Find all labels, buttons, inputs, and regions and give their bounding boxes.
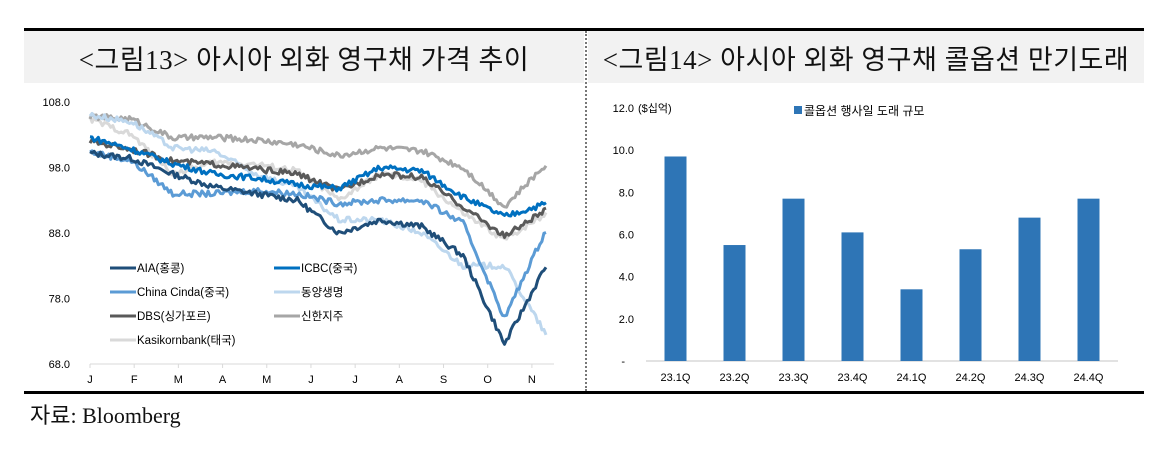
y-tick-label: 8.0 bbox=[619, 187, 634, 199]
series-line bbox=[89, 149, 548, 346]
bar bbox=[841, 232, 864, 361]
bottom-rule bbox=[24, 391, 1144, 394]
bar bbox=[1077, 198, 1100, 361]
panel-divider bbox=[585, 31, 587, 391]
legend-swatch bbox=[794, 106, 802, 114]
y-tick-label: 4.0 bbox=[619, 272, 634, 284]
unit-label: ($십억) bbox=[638, 102, 672, 115]
y-tick-label: 12.0 bbox=[613, 103, 634, 115]
legend-label: AIA(홍콩) bbox=[137, 261, 185, 275]
series-line bbox=[89, 135, 547, 218]
x-tick-label: J bbox=[87, 374, 93, 386]
bar bbox=[959, 249, 982, 361]
legend-label: 신한지주 bbox=[301, 310, 343, 323]
x-tick-label: M bbox=[262, 374, 271, 386]
top-rule bbox=[24, 28, 1144, 31]
bar bbox=[782, 198, 805, 361]
x-tick-label: A bbox=[396, 374, 404, 386]
y-tick-label: 88.0 bbox=[49, 228, 70, 240]
bar bbox=[900, 289, 923, 361]
y-tick-label: 108.0 bbox=[42, 97, 70, 109]
x-tick-label: 23.2Q bbox=[720, 372, 750, 384]
legend-label: China Cinda(중국) bbox=[137, 287, 229, 299]
x-tick-label: M bbox=[174, 374, 183, 386]
series-line bbox=[88, 112, 548, 336]
legend-label: 동양생명 bbox=[301, 286, 343, 299]
legend-label: 콜옵션 행사일 도래 규모 bbox=[804, 103, 924, 118]
bar bbox=[664, 156, 687, 361]
y-tick-label: 2.0 bbox=[619, 314, 634, 326]
x-tick-label: 24.2Q bbox=[956, 372, 986, 384]
left-chart-title: <그림13> 아시아 외화 영구채 가격 추이 bbox=[24, 31, 584, 83]
x-tick-label: 24.3Q bbox=[1015, 372, 1045, 384]
legend-label: Kasikornbank(태국) bbox=[137, 334, 236, 347]
legend-label: ICBC(중국) bbox=[301, 263, 357, 275]
x-tick-label: 24.4Q bbox=[1074, 372, 1104, 384]
x-tick-label: N bbox=[528, 374, 536, 386]
series-line bbox=[88, 112, 548, 209]
right-chart-title: <그림14> 아시아 외화 영구채 콜옵션 만기도래 bbox=[588, 31, 1144, 83]
price-trend-line-chart: 108.0 98.0 88.0 78.0 68.0 J F M A M J J A S O N AIA(홍콩) I… bbox=[42, 97, 554, 386]
series-line bbox=[89, 149, 547, 318]
x-tick-label: A bbox=[219, 374, 227, 386]
y-tick-label: 10.0 bbox=[613, 145, 634, 157]
x-tick-label: 23.1Q bbox=[661, 372, 691, 384]
source-note: 자료: Bloomberg bbox=[30, 403, 181, 428]
bar bbox=[1018, 217, 1041, 361]
y-tick-label: 78.0 bbox=[49, 294, 70, 306]
x-tick-label: 24.1Q bbox=[897, 372, 927, 384]
y-tick-label: 6.0 bbox=[619, 230, 634, 242]
x-tick-label: J bbox=[308, 374, 314, 386]
x-tick-label: O bbox=[483, 374, 492, 386]
x-tick-label: 23.3Q bbox=[779, 372, 809, 384]
y-tick-label: - bbox=[621, 356, 625, 368]
x-tick-label: F bbox=[131, 374, 138, 386]
bar bbox=[723, 245, 746, 361]
y-tick-label: 98.0 bbox=[49, 163, 70, 175]
call-option-bar-chart: 12.0 10.0 8.0 6.0 4.0 2.0 - ($십억) 콜옵션 행사일 도래 규모 2… bbox=[613, 102, 1118, 384]
legend-label: DBS(싱가포르) bbox=[137, 310, 211, 323]
x-tick-label: J bbox=[352, 374, 358, 386]
x-tick-label: 23.4Q bbox=[838, 372, 868, 384]
y-tick-label: 68.0 bbox=[49, 359, 70, 371]
x-tick-label: S bbox=[440, 374, 447, 386]
